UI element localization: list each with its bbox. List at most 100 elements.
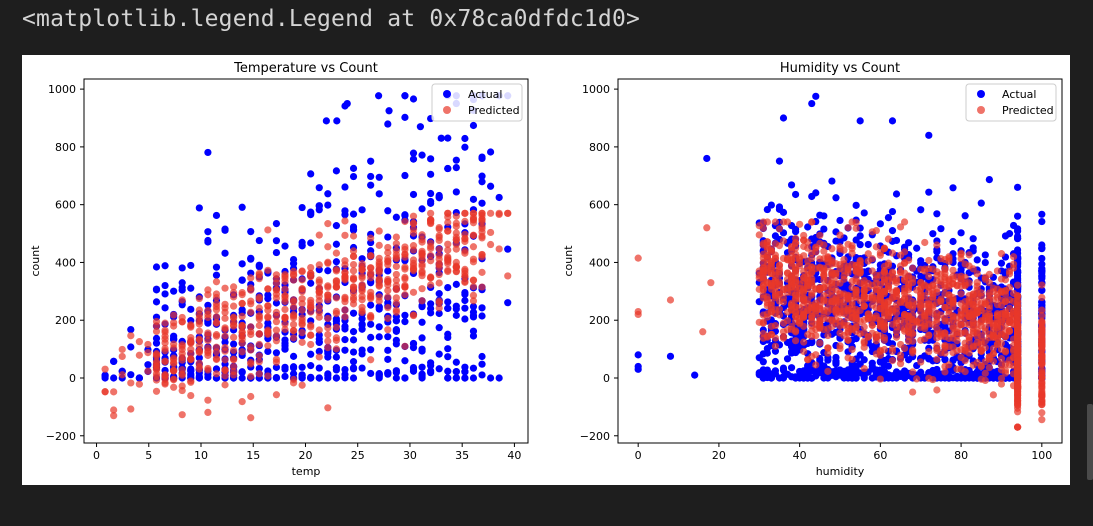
predicted-point	[792, 277, 800, 286]
plot-area-frame	[617, 78, 1063, 444]
predicted-point	[418, 297, 426, 305]
actual-point	[469, 364, 478, 372]
actual-point	[478, 360, 486, 368]
temperature-scatter-plot: Temperature vs Count temp count 0 5 10 15 20…	[29, 61, 529, 478]
predicted-point	[997, 355, 1006, 363]
actual-point	[332, 258, 341, 266]
predicted-point	[824, 331, 832, 340]
actual-point	[792, 190, 800, 199]
actual-point	[478, 178, 486, 186]
predicted-point	[101, 365, 109, 373]
predicted-point	[872, 243, 880, 251]
predicted-point	[771, 342, 780, 350]
actual-point	[925, 188, 933, 196]
actual-point	[401, 357, 409, 365]
predicted-point	[264, 285, 272, 293]
predicted-point	[828, 292, 836, 300]
predicted-point	[195, 347, 203, 355]
predicted-point	[264, 342, 272, 350]
predicted-point	[255, 358, 263, 366]
predicted-point	[264, 266, 272, 274]
predicted-point	[341, 313, 349, 321]
output-scrollbar[interactable]	[1087, 404, 1093, 480]
actual-point	[691, 371, 699, 379]
predicted-point	[264, 330, 272, 338]
y-tick-label: 600	[55, 199, 76, 212]
actual-point	[221, 338, 229, 346]
predicted-point	[900, 248, 909, 256]
actual-point	[486, 148, 495, 156]
actual-point	[917, 368, 925, 376]
predicted-point	[409, 225, 418, 233]
actual-point	[367, 157, 375, 165]
predicted-point	[852, 274, 860, 282]
actual-point	[341, 336, 349, 344]
predicted-point	[230, 293, 238, 301]
cell-output-text: <matplotlib.legend.Legend at 0x78ca0dfdc…	[22, 6, 641, 32]
predicted-point	[221, 381, 229, 389]
predicted-point	[973, 270, 981, 278]
actual-point	[856, 241, 864, 249]
legend-label-predicted: Predicted	[1002, 104, 1054, 117]
actual-point	[1038, 244, 1046, 252]
predicted-point	[900, 310, 909, 319]
predicted-point	[1038, 281, 1046, 289]
actual-point	[418, 151, 426, 159]
predicted-point	[255, 330, 263, 338]
predicted-point	[221, 332, 229, 340]
actual-point	[341, 211, 349, 219]
predicted-point	[808, 322, 816, 330]
predicted-point	[221, 356, 229, 364]
predicted-point	[298, 319, 306, 327]
predicted-point	[800, 338, 808, 346]
legend-label-predicted: Predicted	[468, 104, 520, 117]
predicted-point	[1005, 296, 1014, 304]
predicted-point	[812, 299, 820, 307]
predicted-point	[973, 309, 981, 317]
predicted-point	[755, 222, 763, 230]
predicted-point	[212, 302, 221, 311]
actual-point	[783, 355, 792, 363]
predicted-point	[307, 340, 315, 349]
predicted-point	[367, 252, 375, 260]
predicted-point	[212, 278, 221, 286]
predicted-point	[409, 219, 418, 227]
predicted-point	[808, 254, 816, 263]
predicted-point	[820, 247, 828, 255]
actual-point	[204, 373, 212, 381]
actual-point	[272, 219, 281, 228]
predicted-point	[264, 302, 272, 310]
actual-point	[392, 213, 400, 221]
actual-point	[375, 373, 383, 381]
predicted-point	[461, 247, 469, 255]
actual-point	[461, 304, 469, 312]
x-tick-label: 5	[145, 449, 152, 462]
actual-point	[1014, 183, 1022, 191]
predicted-point	[247, 372, 255, 381]
predicted-point	[961, 273, 969, 281]
actual-point	[409, 149, 418, 157]
predicted-point	[298, 288, 306, 296]
predicted-point	[289, 375, 298, 384]
predicted-point	[880, 287, 889, 295]
actual-point	[876, 220, 884, 228]
predicted-point	[247, 274, 255, 282]
actual-point	[1038, 254, 1046, 263]
predicted-point	[375, 275, 383, 283]
actual-point	[375, 333, 383, 341]
predicted-point	[933, 241, 941, 249]
actual-point	[461, 134, 469, 143]
actual-point	[409, 339, 418, 348]
predicted-point	[375, 241, 383, 249]
predicted-point	[993, 334, 1002, 342]
actual-point	[435, 365, 443, 373]
predicted-point	[965, 251, 973, 259]
actual-point	[204, 238, 212, 246]
predicted-point	[384, 243, 392, 252]
predicted-point	[812, 332, 820, 340]
predicted-point	[435, 299, 443, 307]
actual-point	[238, 260, 246, 268]
actual-point	[832, 237, 840, 245]
actual-point	[771, 347, 780, 355]
actual-point	[787, 364, 796, 372]
